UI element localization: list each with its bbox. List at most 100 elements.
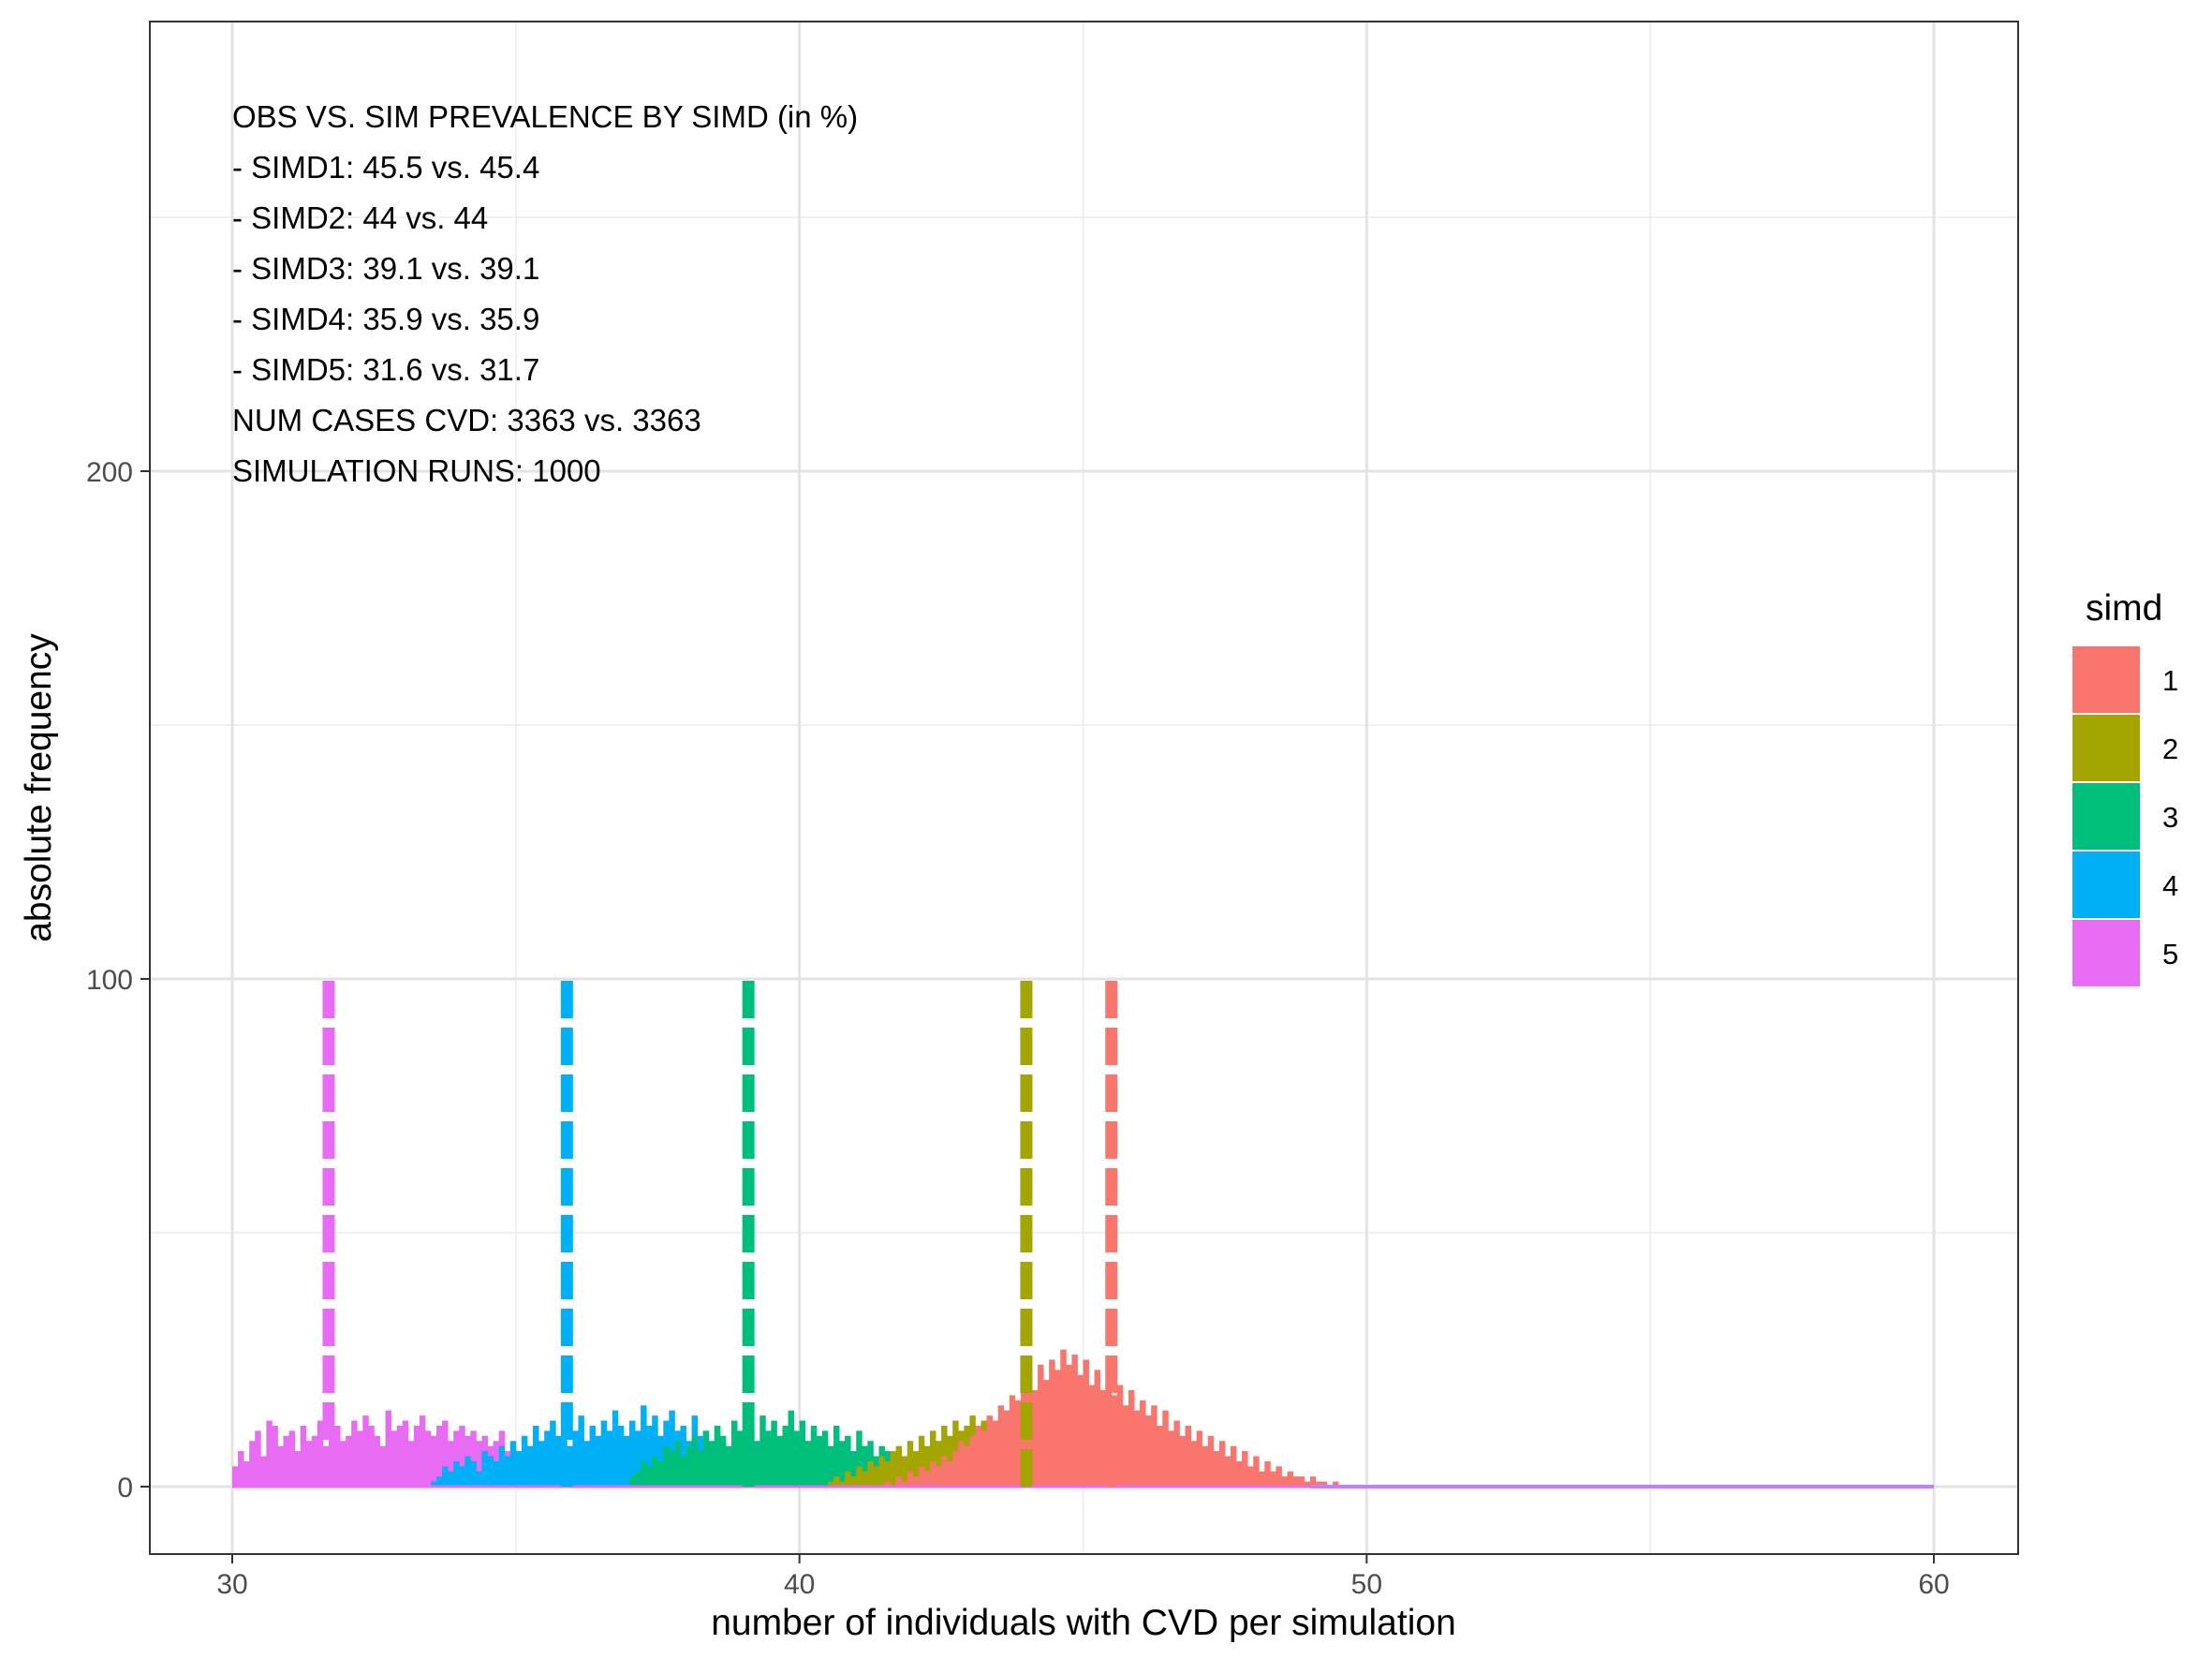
bar-simd-3 <box>799 1420 806 1487</box>
bar-simd-3 <box>730 1420 738 1487</box>
bar-simd-5 <box>396 1425 404 1487</box>
bar-simd-4 <box>617 1425 625 1487</box>
bar-simd-2 <box>862 1471 868 1487</box>
bar-simd-5 <box>374 1435 380 1487</box>
bar-simd-3 <box>810 1425 818 1487</box>
bar-simd-1 <box>918 1466 925 1487</box>
bar-simd-2 <box>936 1441 942 1487</box>
bar-simd-2 <box>912 1451 920 1487</box>
bar-simd-3 <box>827 1445 834 1487</box>
bar-simd-1 <box>1128 1390 1135 1487</box>
bar-simd-1 <box>1253 1456 1260 1487</box>
x-tick-label: 30 <box>216 1569 247 1600</box>
y-tick-label: 100 <box>86 965 133 996</box>
bar-simd-1 <box>952 1451 959 1487</box>
bar-simd-4 <box>436 1476 443 1487</box>
bar-simd-5 <box>448 1441 454 1487</box>
bar-simd-1 <box>1054 1370 1061 1487</box>
bar-simd-4 <box>612 1410 619 1487</box>
legend-swatch-simd-4 <box>2072 852 2140 918</box>
legend-swatch-simd-1 <box>2072 646 2140 713</box>
bar-simd-2 <box>907 1441 914 1487</box>
bar-simd-4 <box>589 1425 597 1487</box>
bar-simd-3 <box>759 1415 766 1487</box>
legend-title: simd <box>2086 588 2162 629</box>
bar-simd-5 <box>419 1415 426 1487</box>
bar-simd-2 <box>850 1476 857 1487</box>
bar-simd-5 <box>379 1445 386 1487</box>
bar-simd-5 <box>255 1430 261 1487</box>
bar-simd-3 <box>804 1441 812 1487</box>
bar-simd-4 <box>470 1460 477 1487</box>
bar-simd-3 <box>856 1430 863 1487</box>
bar-simd-3 <box>845 1435 851 1487</box>
bar-simd-1 <box>1077 1374 1084 1487</box>
bar-simd-1 <box>1145 1415 1152 1487</box>
bar-simd-4 <box>600 1420 608 1487</box>
bar-simd-3 <box>686 1445 692 1487</box>
bar-simd-4 <box>572 1430 579 1487</box>
bar-simd-3 <box>793 1430 801 1487</box>
bar-simd-1 <box>1094 1370 1101 1487</box>
bar-simd-4 <box>533 1425 539 1487</box>
bar-simd-1 <box>912 1476 920 1487</box>
bar-simd-3 <box>737 1430 744 1487</box>
bar-simd-4 <box>521 1435 528 1487</box>
bar-simd-1 <box>1281 1476 1288 1487</box>
bar-simd-3 <box>754 1441 760 1487</box>
legend: simd 1 2 3 4 5 <box>2072 588 2178 986</box>
bar-simd-3 <box>646 1466 653 1487</box>
bar-simd-1 <box>1111 1395 1118 1487</box>
bar-simd-1 <box>1134 1410 1141 1487</box>
bar-simd-3 <box>691 1435 699 1487</box>
bar-simd-1 <box>1309 1476 1317 1487</box>
bar-simd-4 <box>442 1466 449 1487</box>
bar-simd-1 <box>958 1441 965 1487</box>
legend-label-simd-3: 3 <box>2162 801 2178 834</box>
bar-simd-1 <box>1043 1380 1050 1487</box>
bar-simd-2 <box>873 1466 879 1487</box>
bar-simd-2 <box>878 1456 885 1487</box>
bar-simd-1 <box>1066 1364 1072 1487</box>
bar-simd-1 <box>1168 1430 1174 1487</box>
bar-simd-3 <box>821 1430 829 1487</box>
bar-simd-1 <box>923 1471 931 1487</box>
x-axis-title: number of individuals with CVD per simul… <box>711 1603 1456 1643</box>
bar-simd-2 <box>833 1476 840 1487</box>
bar-simd-5 <box>470 1430 477 1487</box>
bar-simd-1 <box>969 1435 976 1487</box>
bar-simd-4 <box>628 1420 636 1487</box>
bar-simd-3 <box>788 1410 795 1487</box>
bar-simd-4 <box>641 1405 647 1487</box>
bar-simd-5 <box>272 1425 278 1487</box>
bar-simd-1 <box>1304 1481 1311 1487</box>
x-tick-label: 60 <box>1918 1569 1949 1600</box>
bar-simd-1 <box>1242 1451 1248 1487</box>
bar-simd-3 <box>765 1430 772 1487</box>
bar-simd-5 <box>459 1425 465 1487</box>
bar-simd-1 <box>1162 1410 1169 1487</box>
bar-simd-5 <box>300 1425 307 1487</box>
bar-simd-1 <box>1003 1410 1010 1487</box>
bar-simd-1 <box>986 1415 993 1487</box>
bar-simd-2 <box>839 1481 846 1487</box>
bar-simd-2 <box>890 1451 897 1487</box>
bar-simd-3 <box>669 1451 675 1487</box>
plot-background <box>150 22 2018 1554</box>
bar-simd-1 <box>1014 1400 1022 1487</box>
bar-simd-1 <box>907 1471 914 1487</box>
bar-simd-3 <box>708 1441 715 1487</box>
bar-simd-1 <box>1088 1385 1096 1487</box>
y-axis-ticks: 0 100 200 <box>86 457 150 1503</box>
bar-simd-1 <box>1173 1420 1180 1487</box>
bar-simd-1 <box>1320 1481 1328 1487</box>
bar-simd-3 <box>652 1456 658 1487</box>
annotation-block: OBS VS. SIM PREVALENCE BY SIMD (in %) - S… <box>232 99 858 488</box>
bar-simd-5 <box>243 1460 250 1487</box>
bar-simd-4 <box>493 1460 500 1487</box>
bar-simd-5 <box>430 1435 437 1487</box>
bar-simd-5 <box>413 1425 420 1487</box>
bar-simd-1 <box>1157 1425 1163 1487</box>
bar-simd-1 <box>1071 1355 1078 1487</box>
